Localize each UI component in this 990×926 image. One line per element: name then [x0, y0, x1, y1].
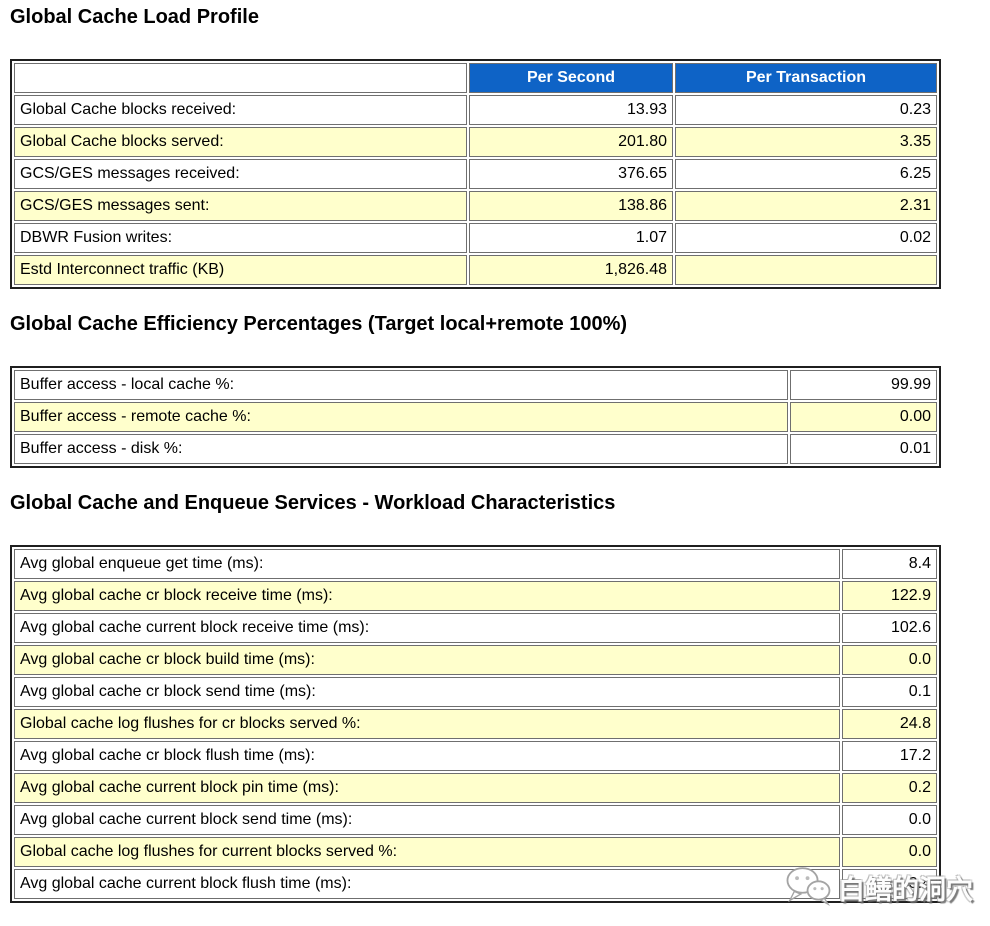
metric-label: Estd Interconnect traffic (KB)	[14, 255, 467, 285]
metric-value: 0.1	[842, 677, 937, 707]
metric-value: 122.9	[842, 581, 937, 611]
per-second-value: 201.80	[469, 127, 673, 157]
metric-value: 99.99	[790, 370, 937, 400]
metric-value: 0.00	[790, 402, 937, 432]
per-transaction-value: 0.02	[675, 223, 937, 253]
metric-label: GCS/GES messages received:	[14, 159, 467, 189]
metric-label: Avg global cache cr block receive time (…	[14, 581, 840, 611]
table-row: Global Cache blocks served: 201.80 3.35	[14, 127, 937, 157]
metric-label: Global cache log flushes for current blo…	[14, 837, 840, 867]
per-transaction-value	[675, 255, 937, 285]
table-row: Estd Interconnect traffic (KB) 1,826.48	[14, 255, 937, 285]
column-header-per-second: Per Second	[469, 63, 673, 93]
metric-label: Global Cache blocks served:	[14, 127, 467, 157]
table-row: DBWR Fusion writes: 1.07 0.02	[14, 223, 937, 253]
metric-value: 0.0	[842, 837, 937, 867]
metric-label: Global Cache blocks received:	[14, 95, 467, 125]
metric-value: 8.4	[842, 549, 937, 579]
per-second-value: 1.07	[469, 223, 673, 253]
per-second-value: 1,826.48	[469, 255, 673, 285]
per-second-value: 13.93	[469, 95, 673, 125]
load-profile-table: Per Second Per Transaction Global Cache …	[10, 59, 941, 289]
metric-label: Avg global cache cr block build time (ms…	[14, 645, 840, 675]
metric-value: 0.0	[842, 645, 937, 675]
metric-label: Avg global cache current block pin time …	[14, 773, 840, 803]
table-row: Avg global cache current block send time…	[14, 805, 937, 835]
table-header-row: Per Second Per Transaction	[14, 63, 937, 93]
metric-label: Avg global cache cr block send time (ms)…	[14, 677, 840, 707]
section-title-efficiency: Global Cache Efficiency Percentages (Tar…	[10, 313, 628, 335]
metric-value: 0.2	[842, 773, 937, 803]
metric-label: Buffer access - local cache %:	[14, 370, 788, 400]
table-row: Global Cache blocks received: 13.93 0.23	[14, 95, 937, 125]
table-row: Avg global cache cr block send time (ms)…	[14, 677, 937, 707]
per-transaction-value: 3.35	[675, 127, 937, 157]
table-row: Global cache log flushes for current blo…	[14, 837, 937, 867]
metric-value: 102.6	[842, 613, 937, 643]
table-row: Buffer access - remote cache %: 0.00	[14, 402, 937, 432]
efficiency-table: Buffer access - local cache %: 99.99 Buf…	[10, 366, 941, 468]
per-second-value: 376.65	[469, 159, 673, 189]
report-page: Global Cache Load Profile Per Second Per…	[0, 6, 990, 903]
per-second-value: 138.86	[469, 191, 673, 221]
table-row: Avg global cache cr block flush time (ms…	[14, 741, 937, 771]
metric-label: Avg global cache current block receive t…	[14, 613, 840, 643]
blank-header-cell	[14, 63, 467, 93]
per-transaction-value: 0.23	[675, 95, 937, 125]
table-row: Global cache log flushes for cr blocks s…	[14, 709, 937, 739]
metric-label: Buffer access - disk %:	[14, 434, 788, 464]
metric-label: DBWR Fusion writes:	[14, 223, 467, 253]
metric-label: Avg global enqueue get time (ms):	[14, 549, 840, 579]
table-row: Avg global cache current block pin time …	[14, 773, 937, 803]
section-title-workload: Global Cache and Enqueue Services - Work…	[10, 492, 616, 514]
metric-label: Avg global cache cr block flush time (ms…	[14, 741, 840, 771]
table-row: Avg global cache current block receive t…	[14, 613, 937, 643]
table-row: Avg global cache cr block receive time (…	[14, 581, 937, 611]
metric-value: 0.0	[842, 805, 937, 835]
metric-value: 24.8	[842, 709, 937, 739]
table-row: GCS/GES messages received: 376.65 6.25	[14, 159, 937, 189]
workload-table: Avg global enqueue get time (ms): 8.4 Av…	[10, 545, 941, 903]
table-row: Avg global cache cr block build time (ms…	[14, 645, 937, 675]
column-header-per-transaction: Per Transaction	[675, 63, 937, 93]
metric-label: Avg global cache current block send time…	[14, 805, 840, 835]
table-row: GCS/GES messages sent: 138.86 2.31	[14, 191, 937, 221]
table-row: Avg global enqueue get time (ms): 8.4	[14, 549, 937, 579]
table-row: Avg global cache current block flush tim…	[14, 869, 937, 899]
metric-value: 3.4	[842, 869, 937, 899]
per-transaction-value: 6.25	[675, 159, 937, 189]
metric-value: 17.2	[842, 741, 937, 771]
metric-label: Global cache log flushes for cr blocks s…	[14, 709, 840, 739]
table-row: Buffer access - disk %: 0.01	[14, 434, 937, 464]
per-transaction-value: 2.31	[675, 191, 937, 221]
table-row: Buffer access - local cache %: 99.99	[14, 370, 937, 400]
metric-label: Avg global cache current block flush tim…	[14, 869, 840, 899]
metric-label: GCS/GES messages sent:	[14, 191, 467, 221]
section-title-load-profile: Global Cache Load Profile	[10, 6, 259, 28]
metric-label: Buffer access - remote cache %:	[14, 402, 788, 432]
metric-value: 0.01	[790, 434, 937, 464]
